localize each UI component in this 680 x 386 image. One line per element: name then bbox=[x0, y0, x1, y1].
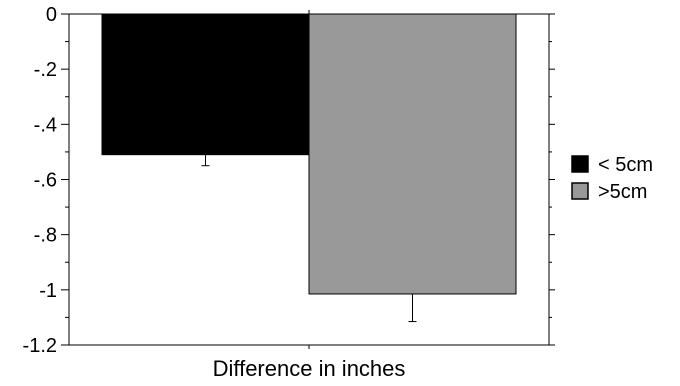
bar bbox=[101, 13, 310, 156]
legend-swatch bbox=[571, 155, 589, 173]
y-tick-label: -.8 bbox=[34, 225, 57, 247]
x-axis-label: Difference in inches bbox=[213, 356, 406, 381]
y-tick-label: -1.2 bbox=[23, 335, 57, 357]
bar bbox=[308, 13, 517, 295]
legend-label: < 5cm bbox=[598, 154, 653, 176]
y-tick-label: -.2 bbox=[34, 59, 57, 81]
error-bars bbox=[201, 10, 417, 349]
y-axis-ticks: 0 -.2 -.4 -.6 -.8 -1 -1.2 bbox=[23, 4, 555, 357]
bars bbox=[101, 13, 517, 295]
y-tick-label: -.6 bbox=[34, 170, 57, 192]
legend-label: >5cm bbox=[598, 181, 647, 203]
legend-swatch bbox=[571, 182, 589, 200]
y-tick-label: -.4 bbox=[34, 114, 57, 136]
legend: < 5cm >5cm bbox=[571, 154, 653, 203]
y-tick-label: 0 bbox=[46, 4, 57, 26]
y-tick-label: -1 bbox=[39, 280, 57, 302]
